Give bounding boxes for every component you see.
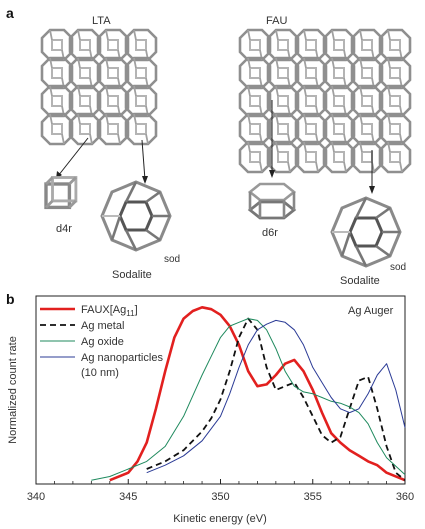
framework-cell xyxy=(124,28,158,62)
framework-cell xyxy=(294,56,328,90)
framework-cell xyxy=(322,28,356,62)
y-axis-label: Normalized count rate xyxy=(7,336,19,444)
framework-cell xyxy=(350,84,384,118)
framework-cell xyxy=(322,56,356,90)
framework-cell xyxy=(68,84,102,118)
fau-title: FAU xyxy=(266,15,287,27)
framework-cell xyxy=(322,112,356,146)
framework-cell xyxy=(68,28,102,62)
framework-cell xyxy=(68,112,102,146)
framework-cell xyxy=(96,56,130,90)
framework-cell xyxy=(238,84,272,118)
lta-title: LTA xyxy=(92,15,111,27)
legend-label-nano-size: (10 nm) xyxy=(81,367,119,379)
framework-cell xyxy=(238,140,272,174)
panel-a-label: a xyxy=(6,5,14,21)
framework-cell xyxy=(294,140,328,174)
fau-sodalite-cage xyxy=(330,196,402,268)
framework-cell xyxy=(378,84,412,118)
framework-cell xyxy=(238,112,272,146)
lta-sodalite-label: Sodalite xyxy=(112,269,152,281)
legend-label-faux: FAUX[Ag11] xyxy=(81,304,138,318)
x-axis-label: Kinetic energy (eV) xyxy=(173,513,267,525)
tick-layer: 340 345 350 355 360 xyxy=(27,479,414,503)
panel-b-label: b xyxy=(6,291,15,307)
lta-arrow-sod xyxy=(141,139,146,181)
x-tick-label: 340 xyxy=(27,491,45,503)
inset-title: Ag Auger xyxy=(348,305,394,317)
d6r-label: d6r xyxy=(262,227,278,239)
framework-cell xyxy=(378,28,412,62)
series-line-oxide xyxy=(91,318,406,481)
fau-arrow-sod-head xyxy=(369,186,375,194)
d6r-cage xyxy=(247,182,297,220)
series-layer xyxy=(91,306,406,482)
framework-cell xyxy=(266,140,300,174)
d4r-label: d4r xyxy=(56,223,72,235)
fau-arrow-d6r-head xyxy=(269,170,275,178)
lta-arrow-sod-head xyxy=(142,176,148,184)
lta-framework: LTA xyxy=(40,15,158,146)
framework-cell xyxy=(322,84,356,118)
x-tick-label: 350 xyxy=(211,491,229,503)
d4r-cage xyxy=(44,175,78,210)
framework-cell xyxy=(350,112,384,146)
framework-cell xyxy=(238,28,272,62)
series-line-faux xyxy=(109,306,406,482)
series-line-metal xyxy=(146,317,406,481)
framework-cell xyxy=(40,28,74,62)
framework-cell xyxy=(40,84,74,118)
framework-cell xyxy=(378,140,412,174)
framework-cell xyxy=(124,84,158,118)
framework-cell xyxy=(96,28,130,62)
framework-cell xyxy=(96,84,130,118)
legend-label-metal: Ag metal xyxy=(81,320,124,332)
legend-label-oxide: Ag oxide xyxy=(81,336,124,348)
lta-sodalite-cage xyxy=(100,180,172,252)
framework-cell xyxy=(350,56,384,90)
framework-cell xyxy=(68,56,102,90)
x-tick-label: 345 xyxy=(119,491,137,503)
x-tick-label: 360 xyxy=(396,491,414,503)
fau-structure-drawing xyxy=(238,28,412,174)
x-tick-label: 355 xyxy=(304,491,322,503)
series-line-nano xyxy=(146,319,406,474)
fau-sodalite-label: Sodalite xyxy=(340,275,380,287)
framework-cell xyxy=(124,112,158,146)
lta-sod-label: sod xyxy=(164,254,180,265)
legend: FAUX[Ag11] Ag metal Ag oxide Ag nanopart… xyxy=(40,304,163,379)
framework-cell xyxy=(322,140,356,174)
lta-structure-drawing xyxy=(40,28,158,146)
framework-cell xyxy=(124,56,158,90)
auger-spectrum-chart: 340 345 350 355 360 Normalized count rate Ki… xyxy=(7,295,414,525)
framework-cell xyxy=(294,112,328,146)
legend-label-nano: Ag nanoparticles xyxy=(81,352,163,364)
lta-arrow-d4r xyxy=(57,137,89,177)
framework-cell xyxy=(378,56,412,90)
framework-cell xyxy=(294,28,328,62)
framework-cell xyxy=(294,84,328,118)
framework-cell xyxy=(96,112,130,146)
framework-cell xyxy=(378,112,412,146)
framework-cell xyxy=(238,56,272,90)
framework-cell xyxy=(40,112,74,146)
framework-cell xyxy=(350,28,384,62)
framework-cell xyxy=(266,28,300,62)
framework-cell xyxy=(266,56,300,90)
fau-sod-label: sod xyxy=(390,262,406,273)
framework-cell xyxy=(350,140,384,174)
framework-cell xyxy=(40,56,74,90)
fau-framework: FAU xyxy=(238,15,412,174)
